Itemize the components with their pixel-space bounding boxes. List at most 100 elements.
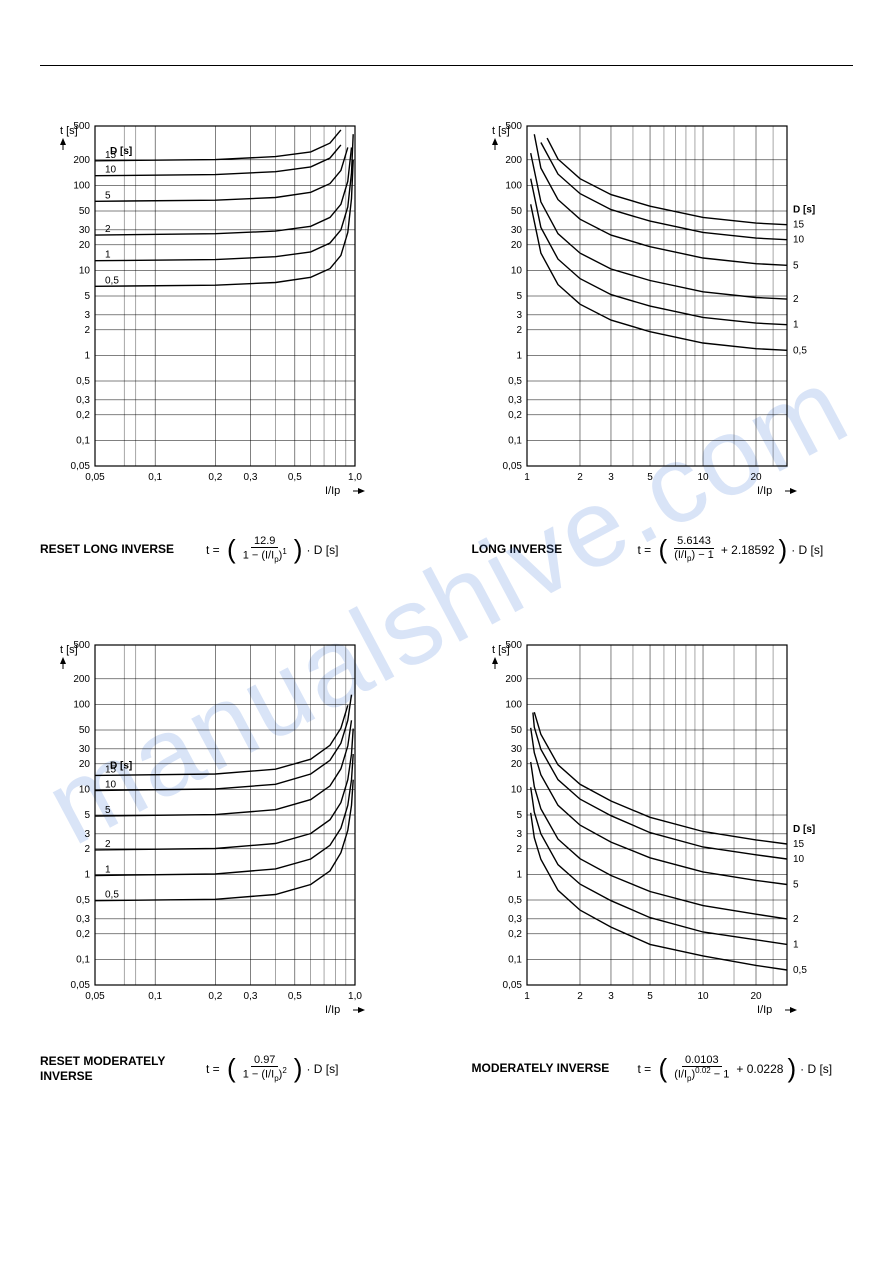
svg-text:100: 100	[73, 180, 90, 191]
header-rule	[40, 65, 853, 66]
svg-text:0,5: 0,5	[508, 376, 522, 387]
svg-text:30: 30	[79, 744, 91, 755]
svg-text:1: 1	[793, 320, 799, 331]
svg-text:3: 3	[516, 310, 522, 321]
svg-text:0,05: 0,05	[502, 980, 522, 991]
chart-wrap: 0,050,10,20,30,51235102030501002005000,0…	[40, 116, 422, 516]
svg-text:10: 10	[79, 265, 91, 276]
svg-text:0,2: 0,2	[508, 410, 522, 421]
svg-text:0,2: 0,2	[208, 472, 222, 483]
svg-text:5: 5	[105, 805, 111, 816]
denominator: 1 − (I/Ip)1	[240, 548, 290, 565]
svg-text:10: 10	[697, 472, 709, 483]
svg-text:I/Ip: I/Ip	[325, 1004, 340, 1015]
formula-fraction: 12.9 1 − (I/Ip)1	[240, 535, 290, 565]
svg-text:50: 50	[79, 725, 91, 736]
svg-text:0,05: 0,05	[85, 472, 105, 483]
svg-text:0,5: 0,5	[793, 965, 807, 976]
svg-text:5: 5	[84, 291, 90, 302]
svg-text:100: 100	[505, 699, 522, 710]
svg-text:0,05: 0,05	[85, 991, 105, 1002]
svg-text:0,3: 0,3	[508, 395, 522, 406]
svg-text:0,3: 0,3	[508, 914, 522, 925]
caption-row: LONG INVERSE t = ( 5.6143 (I/Ip) − 1 + 2…	[472, 534, 854, 565]
formula-constant: + 0.0228	[736, 1062, 783, 1076]
svg-text:0,3: 0,3	[244, 472, 258, 483]
svg-text:1: 1	[84, 869, 90, 880]
formula: t = ( 0.97 1 − (I/Ip)2 ) · D [s]	[206, 1053, 338, 1084]
svg-text:2: 2	[577, 991, 583, 1002]
svg-text:D [s]: D [s]	[793, 205, 815, 216]
svg-text:0,5: 0,5	[76, 895, 90, 906]
svg-text:5: 5	[793, 260, 799, 271]
svg-text:10: 10	[510, 265, 522, 276]
document-page: manualshive.com 0,050,10,20,30,512351020…	[0, 0, 893, 1263]
svg-text:20: 20	[79, 240, 91, 251]
svg-text:15: 15	[105, 150, 117, 161]
formula-fraction: 0.97 1 − (I/Ip)2	[240, 1054, 290, 1084]
svg-text:I/Ip: I/Ip	[757, 485, 772, 496]
formula-suffix: · D [s]	[800, 1062, 832, 1076]
formula-suffix: · D [s]	[791, 543, 823, 557]
svg-text:0,2: 0,2	[76, 410, 90, 421]
svg-text:3: 3	[84, 310, 90, 321]
svg-text:1: 1	[793, 939, 799, 950]
svg-text:0,5: 0,5	[105, 275, 119, 286]
chart-wrap: 0,050,10,20,30,5123510203050100200500123…	[472, 635, 854, 1035]
chart-title: LONG INVERSE	[472, 542, 622, 556]
reset-long-inverse-cell: 0,050,10,20,30,51235102030501002005000,0…	[40, 116, 422, 565]
formula-lhs: t =	[206, 1062, 223, 1076]
svg-text:5: 5	[647, 991, 653, 1002]
svg-text:30: 30	[510, 225, 522, 236]
svg-text:10: 10	[793, 235, 805, 246]
svg-text:0,1: 0,1	[508, 435, 522, 446]
caption-row: RESET LONG INVERSE t = ( 12.9 1 − (I/Ip)…	[40, 534, 422, 565]
svg-text:20: 20	[510, 240, 522, 251]
svg-text:0,5: 0,5	[288, 991, 302, 1002]
formula: t = ( 12.9 1 − (I/Ip)1 ) · D [s]	[206, 534, 338, 565]
svg-text:t [s]: t [s]	[60, 644, 78, 656]
svg-text:1: 1	[105, 250, 111, 261]
svg-text:200: 200	[73, 674, 90, 685]
svg-text:t [s]: t [s]	[492, 125, 510, 137]
svg-text:0,3: 0,3	[244, 991, 258, 1002]
svg-text:2: 2	[793, 914, 799, 925]
svg-text:0,5: 0,5	[793, 345, 807, 356]
svg-text:20: 20	[750, 991, 762, 1002]
svg-text:0,1: 0,1	[508, 954, 522, 965]
moderately-inverse-chart: 0,050,10,20,30,5123510203050100200500123…	[472, 635, 827, 1015]
denominator: (I/Ip) − 1	[671, 549, 717, 564]
formula-fraction: 0.0103 (I/Ip)0.02 − 1	[671, 1054, 732, 1084]
svg-text:t [s]: t [s]	[60, 125, 78, 137]
svg-text:1: 1	[524, 472, 530, 483]
svg-text:2: 2	[793, 294, 799, 305]
rparen-icon: )	[294, 534, 303, 565]
numerator: 12.9	[251, 535, 278, 548]
svg-text:t [s]: t [s]	[492, 644, 510, 656]
svg-text:50: 50	[79, 206, 91, 217]
formula-fraction: 5.6143 (I/Ip) − 1	[671, 535, 717, 563]
rparen-icon: )	[787, 1053, 796, 1084]
formula-lhs: t =	[638, 1062, 655, 1076]
formula: t = ( 0.0103 (I/Ip)0.02 − 1 + 0.0228 ) ·…	[638, 1053, 833, 1084]
rparen-icon: )	[294, 1053, 303, 1084]
svg-text:1: 1	[524, 991, 530, 1002]
svg-text:5: 5	[793, 880, 799, 891]
svg-text:5: 5	[647, 472, 653, 483]
long-inverse-cell: 0,050,10,20,30,5123510203050100200500123…	[472, 116, 854, 565]
reset-moderately-inverse-chart: 0,050,10,20,30,51235102030501002005000,0…	[40, 635, 395, 1015]
svg-text:0,5: 0,5	[508, 895, 522, 906]
long-inverse-chart: 0,050,10,20,30,5123510203050100200500123…	[472, 116, 827, 496]
svg-text:1: 1	[105, 865, 111, 876]
denominator: (I/Ip)0.02 − 1	[671, 1067, 732, 1084]
svg-text:15: 15	[793, 220, 805, 231]
lparen-icon: (	[227, 1053, 236, 1084]
svg-text:2: 2	[516, 325, 522, 336]
svg-text:0,1: 0,1	[76, 435, 90, 446]
svg-text:10: 10	[105, 780, 117, 791]
svg-text:0,2: 0,2	[208, 991, 222, 1002]
svg-text:30: 30	[510, 744, 522, 755]
moderately-inverse-cell: 0,050,10,20,30,5123510203050100200500123…	[472, 635, 854, 1084]
svg-text:10: 10	[793, 854, 805, 865]
lparen-icon: (	[659, 1053, 668, 1084]
